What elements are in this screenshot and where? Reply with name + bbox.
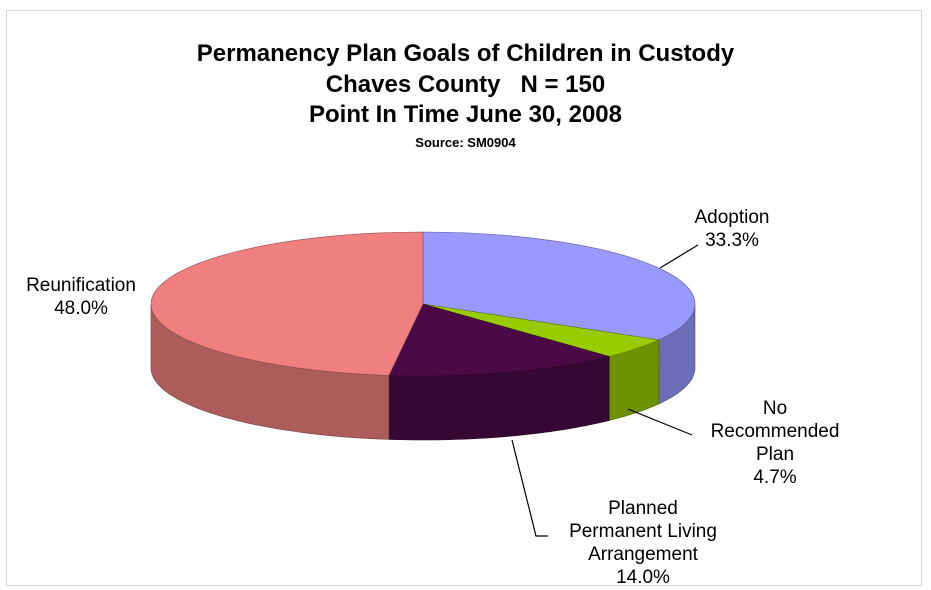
chart-subtitle-county: Chaves County N = 150	[325, 71, 606, 98]
leader-line-pla	[511, 439, 548, 537]
leader-line-no-plan	[627, 408, 693, 436]
slice-label-reunification-name: Reunification	[26, 275, 136, 296]
slice-label-no-plan-line3: Plan	[755, 444, 795, 465]
slice-label-pla-line2: Permanent Living	[569, 521, 717, 542]
pie-slice-reunification	[150, 231, 424, 376]
slice-label-pla-value: 14.0%	[616, 567, 670, 588]
pie-slice-adoption	[422, 231, 696, 341]
chart-frame	[6, 10, 922, 586]
slice-label-no-plan-line1: No	[762, 398, 788, 419]
slice-label-adoption: Adoption 33.3%	[672, 206, 792, 252]
slice-label-pla-line3: Arrangement	[588, 544, 698, 565]
slice-label-pla-line1: Planned	[608, 498, 678, 519]
pie-slice-pla	[388, 303, 611, 377]
slice-label-no-plan-line2: Recommended	[710, 421, 840, 442]
slice-label-reunification-value: 48.0%	[54, 298, 108, 319]
slice-label-no-plan: No Recommended Plan 4.7%	[690, 397, 860, 489]
slice-label-adoption-name: Adoption	[694, 207, 770, 228]
leader-line-adoption	[659, 244, 699, 269]
slice-label-reunification: Reunification 48.0%	[6, 274, 156, 320]
chart-subtitle-date: Point In Time June 30, 2008	[308, 101, 622, 128]
slice-label-pla: Planned Permanent Living Arrangement 14.…	[538, 497, 748, 589]
slice-label-adoption-value: 33.3%	[705, 230, 759, 251]
chart-title: Permanency Plan Goals of Children in Cus…	[196, 40, 735, 67]
chart-source: Source: SM0904	[415, 135, 516, 150]
slice-label-no-plan-value: 4.7%	[753, 467, 797, 488]
